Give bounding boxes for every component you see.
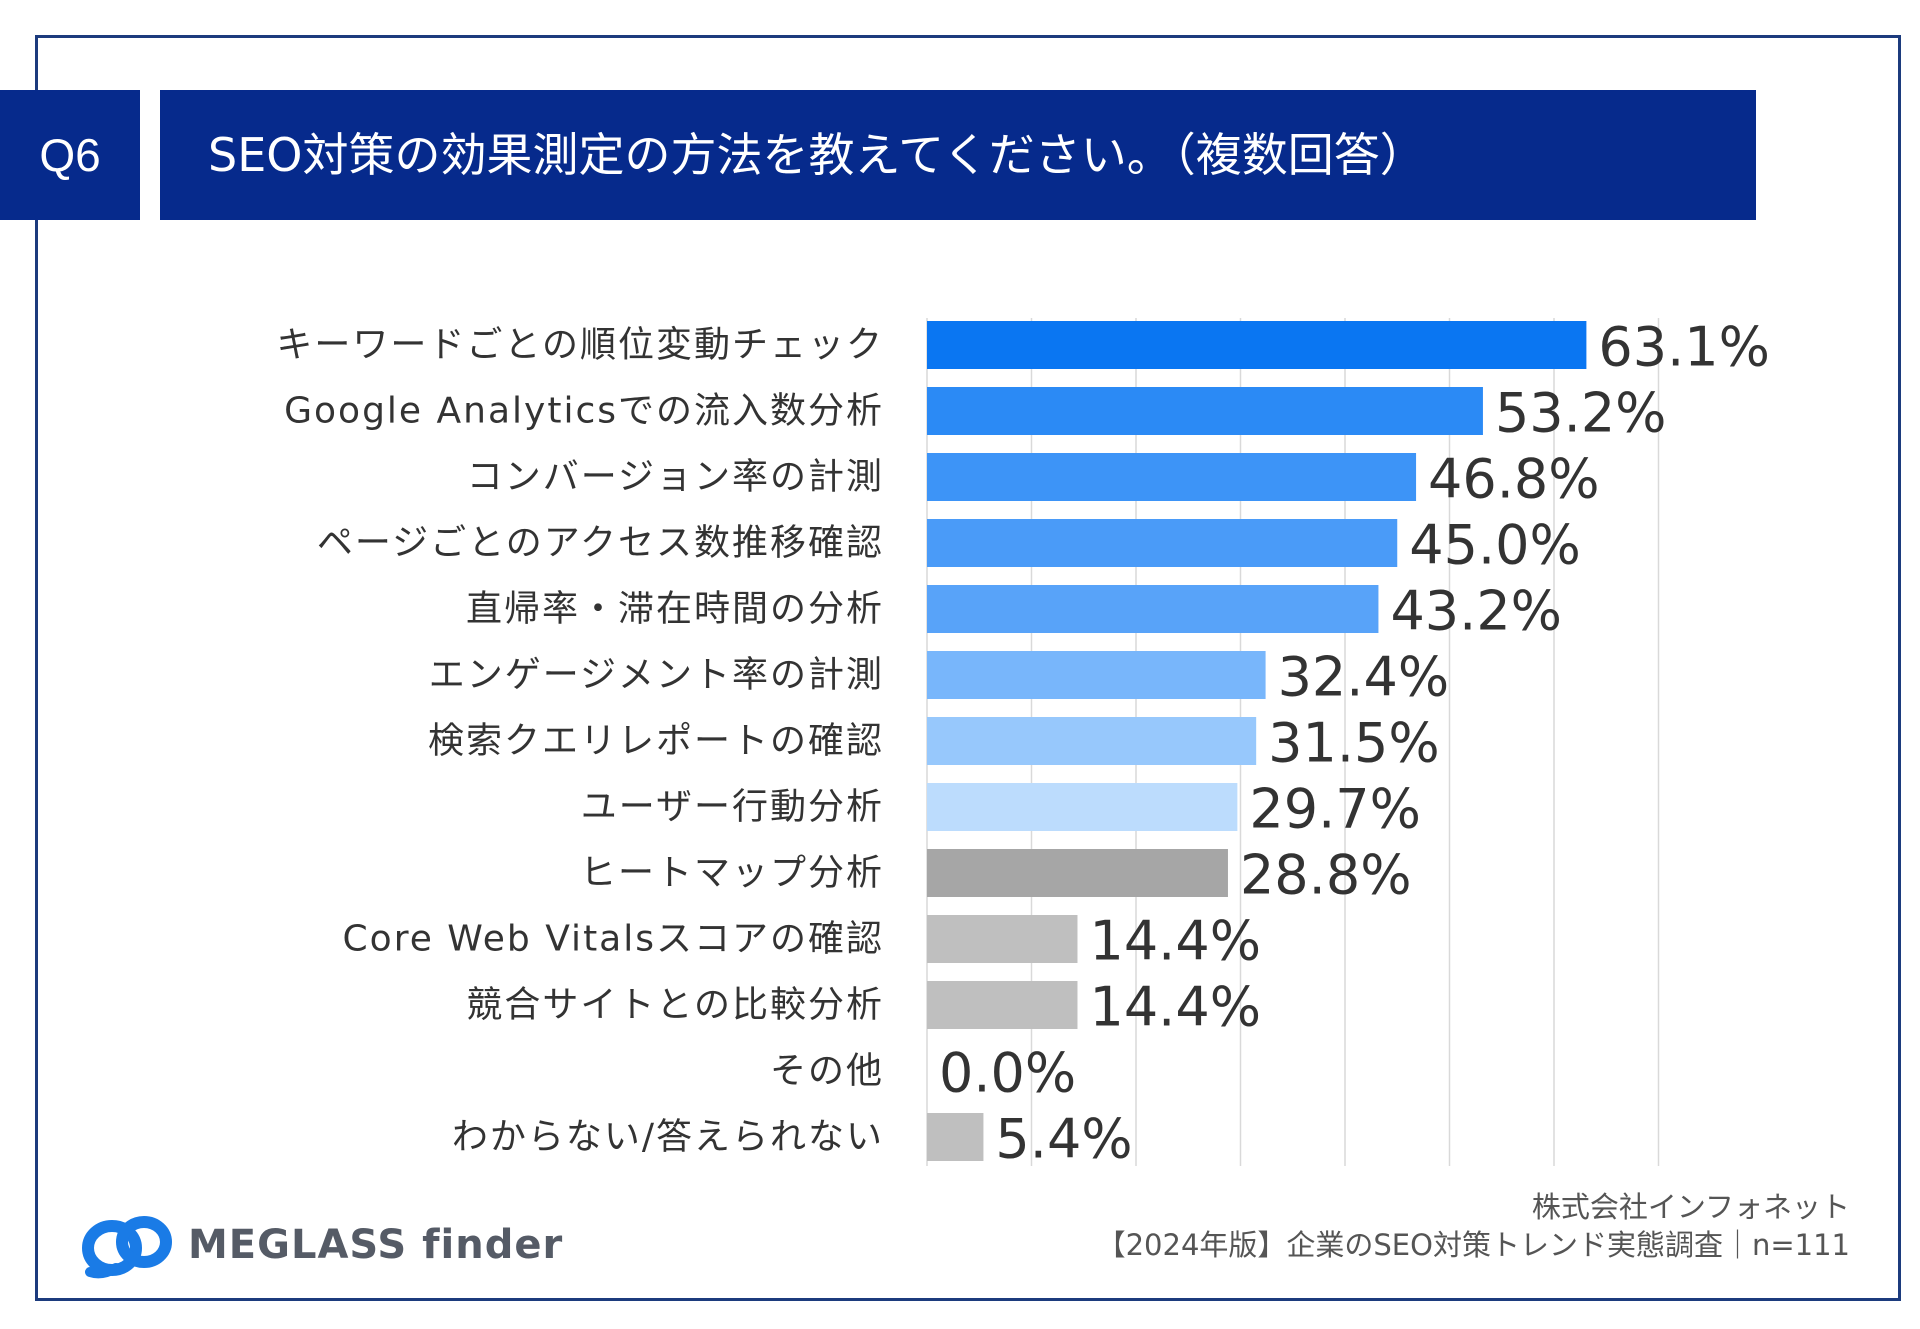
category-label: Core Web Vitalsスコアの確認 [343, 919, 884, 960]
category-label: ページごとのアクセス数推移確認 [317, 523, 884, 564]
bar [927, 849, 1228, 897]
category-label: わからない/答えられない [452, 1117, 884, 1158]
value-label: 32.4% [1278, 646, 1450, 709]
category-label: 競合サイトとの比較分析 [466, 985, 884, 1026]
category-label: コンバージョン率の計測 [467, 457, 884, 498]
value-label: 5.4% [995, 1108, 1132, 1171]
value-label: 45.0% [1409, 514, 1581, 577]
bar [927, 651, 1266, 699]
meglass-finder-logo: MEGLASS finder [82, 1210, 563, 1280]
bar [927, 717, 1257, 765]
company-name: 株式会社インフォネット [1531, 1190, 1850, 1224]
value-label: 28.8% [1240, 844, 1412, 907]
bar [927, 981, 1078, 1029]
bar [927, 1113, 984, 1161]
chart-frame [35, 35, 1901, 1301]
bar [927, 519, 1398, 567]
logo-text: MEGLASS finder [188, 1222, 564, 1268]
bar [927, 783, 1238, 831]
category-label: エンゲージメント率の計測 [429, 655, 884, 696]
value-label: 63.1% [1598, 316, 1770, 379]
source-credit: 株式会社インフォネット 【2024年版】企業のSEO対策トレンド実態調査｜n=1… [1097, 1188, 1850, 1264]
bar [927, 387, 1483, 435]
category-label: キーワードごとの順位変動チェック [276, 325, 884, 366]
value-label: 14.4% [1089, 910, 1261, 973]
bar [927, 585, 1379, 633]
value-label: 31.5% [1268, 712, 1440, 775]
bar [927, 321, 1587, 369]
value-label: 43.2% [1390, 580, 1562, 643]
value-label: 53.2% [1495, 382, 1667, 445]
bar [927, 453, 1417, 501]
category-label: Google Analyticsでの流入数分析 [284, 391, 884, 432]
value-label: 0.0% [939, 1042, 1076, 1105]
category-label: 直帰率・滞在時間の分析 [466, 589, 884, 630]
bar [927, 915, 1078, 963]
category-label: 検索クエリレポートの確認 [428, 721, 884, 762]
question-title: SEO対策の効果測定の方法を教えてください。（複数回答） [160, 90, 1756, 220]
category-label: その他 [770, 1051, 884, 1092]
value-label: 46.8% [1428, 448, 1600, 511]
question-number-badge: Q6 [0, 90, 140, 220]
value-label: 29.7% [1249, 778, 1421, 841]
category-label: ユーザー行動分析 [581, 787, 884, 828]
survey-name: 【2024年版】企業のSEO対策トレンド実態調査｜n=111 [1096, 1228, 1850, 1262]
meglass-logo-icon [82, 1216, 172, 1279]
category-label: ヒートマップ分析 [580, 853, 884, 894]
value-label: 14.4% [1089, 976, 1261, 1039]
